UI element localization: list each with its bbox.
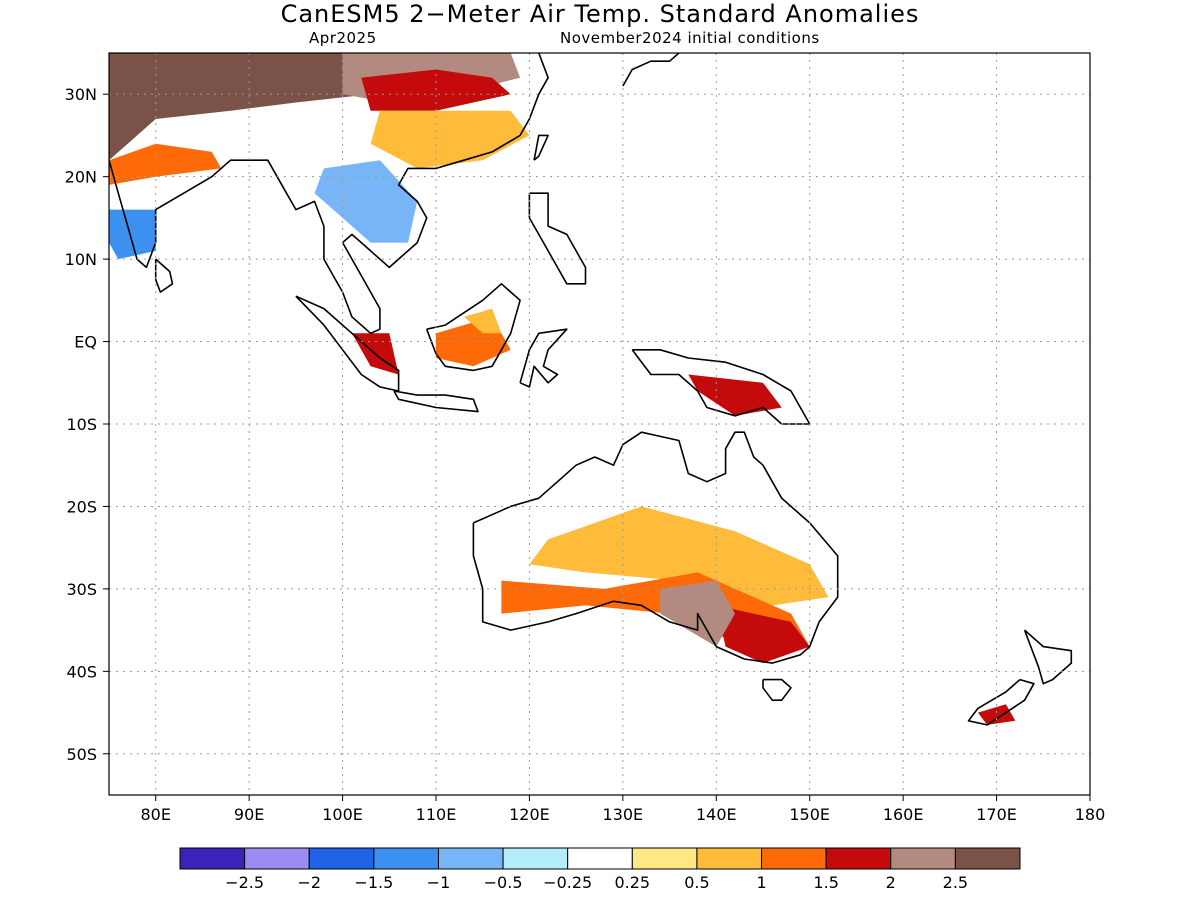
- lon-tick-label: 180: [1075, 805, 1106, 824]
- valid-month-label: Apr2025: [309, 29, 377, 47]
- map-title: CanESM5 2−Meter Air Temp. Standard Anoma…: [280, 0, 920, 28]
- coastline-taiwan: [533, 134, 549, 161]
- coastline-borneo: [425, 282, 521, 372]
- colorbar-label: −0.25: [543, 873, 592, 892]
- lat-tick-label: 30N: [65, 85, 97, 104]
- colorbar-swatch: [890, 847, 956, 870]
- lon-tick-label: 170E: [976, 805, 1017, 824]
- colorbar-label: 0.25: [614, 873, 650, 892]
- anomaly-region-borneo-north-anomaly: [464, 308, 502, 334]
- lat-tick-label: EQ: [74, 333, 97, 352]
- colorbar-swatch: [244, 847, 310, 870]
- lon-tick-label: 120E: [509, 805, 550, 824]
- anomaly-region-east-china-anomaly: [361, 69, 511, 111]
- initial-conditions-label: November2024 initial conditions: [560, 29, 820, 47]
- colorbar-swatch: [567, 847, 633, 870]
- colorbar-label: 2: [886, 873, 896, 892]
- lat-tick-label: 50S: [66, 745, 97, 764]
- map-plot-area: [109, 53, 1090, 795]
- colorbar-swatch: [502, 847, 569, 870]
- coastline-java: [393, 390, 479, 413]
- colorbar-label: 1: [756, 873, 766, 892]
- anomaly-region-australia-southeast-anomaly: [716, 605, 810, 664]
- colorbar-swatch: [179, 847, 246, 870]
- colorbar-swatch: [954, 847, 1021, 870]
- lat-tick-label: 30S: [66, 580, 97, 599]
- coastline-sulawesi: [519, 328, 568, 388]
- colorbar: −2.5 −2 −1.5 −1 −0.5 −0.25 0.25 0.5 1 1.5 2 2.5: [179, 847, 1021, 892]
- coastline-australia: [472, 431, 839, 664]
- lon-tick-label: 100E: [322, 805, 363, 824]
- anomaly-region-australia-interior-warm: [529, 506, 829, 606]
- lon-tick-label: 140E: [696, 805, 737, 824]
- coastline-nz-north: [1023, 629, 1073, 685]
- colorbar-swatch: [696, 847, 763, 870]
- colorbar-swatch: [631, 847, 698, 870]
- coastline-japan: [622, 53, 680, 87]
- colorbar-swatch: [437, 847, 504, 870]
- anomaly-region-nz-south-anomaly: [977, 704, 1016, 725]
- colorbar-swatch: [308, 847, 375, 870]
- anomaly-region-tibet-high-anomaly: [109, 53, 371, 161]
- lat-tick-label: 10S: [66, 415, 97, 434]
- lon-tick-label: 90E: [234, 805, 264, 824]
- lon-tick-label: 110E: [416, 805, 457, 824]
- coastline-india-coast: [109, 53, 549, 335]
- colorbar-label: 2.5: [943, 873, 968, 892]
- colorbar-label: −1.5: [354, 873, 393, 892]
- lon-tick-label: 160E: [883, 805, 924, 824]
- colorbar-swatch: [373, 847, 439, 870]
- coastline-philippines: [528, 192, 587, 285]
- anomaly-region-india-warm-band: [109, 143, 222, 185]
- lon-tick-label: 80E: [140, 805, 170, 824]
- lat-tick-label: 10N: [65, 250, 97, 269]
- lat-tick-label: 20S: [66, 497, 97, 516]
- colorbar-label: −1: [427, 873, 451, 892]
- colorbar-label: −2.5: [225, 873, 264, 892]
- lat-tick-label: 40S: [66, 662, 97, 681]
- lat-tick-label: 20N: [65, 168, 97, 187]
- anomaly-region-south-china-anomaly: [370, 110, 530, 169]
- colorbar-label: 1.5: [813, 873, 838, 892]
- coastline-sri-lanka: [154, 258, 174, 293]
- colorbar-label: −2: [297, 873, 321, 892]
- lon-tick-label: 130E: [603, 805, 644, 824]
- coastline-tasmania: [762, 678, 792, 702]
- colorbar-swatch: [825, 847, 892, 870]
- colorbar-label: −0.5: [484, 873, 523, 892]
- lon-tick-label: 150E: [789, 805, 830, 824]
- anomaly-region-india-cold-anomaly: [109, 209, 156, 260]
- colorbar-label: 0.5: [684, 873, 709, 892]
- anomaly-region-indochina-cold-anomaly: [314, 160, 418, 243]
- anomaly-region-new-guinea-anomaly: [688, 374, 782, 416]
- colorbar-swatch: [761, 847, 827, 870]
